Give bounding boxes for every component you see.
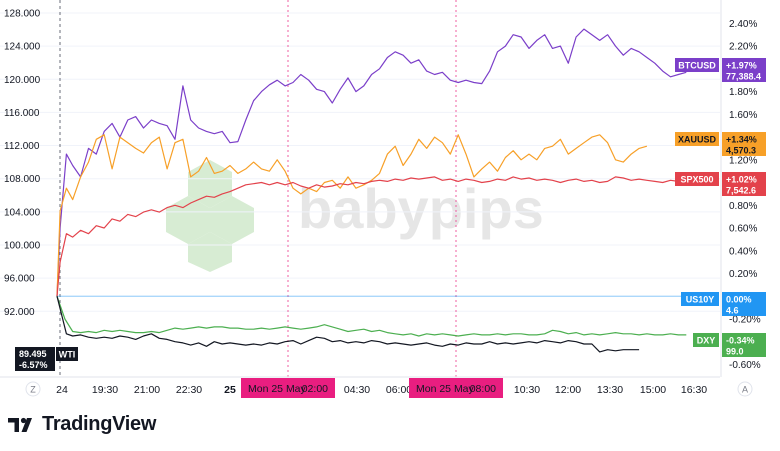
left-tick-label: 108.000 xyxy=(4,174,41,185)
x-tick-label: 22:30 xyxy=(176,384,202,396)
auto-scale-button-left[interactable]: Z xyxy=(25,381,41,397)
series-lines xyxy=(56,28,702,353)
badge-name-bg xyxy=(681,292,719,306)
right-tick-label: 0.60% xyxy=(729,224,757,235)
watermark-hexagon xyxy=(166,196,210,244)
x-tick-label: 24 xyxy=(56,384,68,396)
z-icon: Z xyxy=(30,385,36,395)
x-tick-label: 15:00 xyxy=(640,384,666,396)
badge-value-bg xyxy=(722,172,766,196)
series-line-wti xyxy=(56,296,640,353)
x-tick-label: 19:30 xyxy=(92,384,118,396)
badge-dxy: DXY -0.34%99.0 xyxy=(693,333,766,357)
badge-name-bg xyxy=(675,58,719,72)
series-price-badges: BTCUSD +1.97%77,388.4 XAUUSD +1.34%4,570.3 S… xyxy=(15,58,766,371)
right-tick-label: 0.40% xyxy=(729,246,757,257)
series-line-xauusd xyxy=(56,134,648,297)
x-tick-label: 21:00 xyxy=(134,384,160,396)
crosshair-lines xyxy=(59,0,457,377)
x-highlight-date: Mon 25 May xyxy=(248,383,307,395)
x-tick-label: 25 xyxy=(224,384,236,396)
chart-canvas: babypips 128.000 124.000 120.000 116.000 112… xyxy=(0,0,766,398)
left-tick-label: 120.000 xyxy=(4,75,41,86)
left-tick-label: 104.000 xyxy=(4,207,41,218)
badge-value-bg xyxy=(722,132,766,156)
badge-change: +1.97% xyxy=(726,61,757,71)
badge-name-bg xyxy=(675,132,719,146)
watermark-text: babypips xyxy=(298,177,544,240)
x-tick-label: 12:00 xyxy=(555,384,581,396)
a-icon: A xyxy=(742,385,748,395)
x-highlight-badge xyxy=(241,378,335,398)
left-tick-label: 112.000 xyxy=(4,141,40,152)
left-tick-label: 128.000 xyxy=(4,8,41,19)
badge-change: -0.34% xyxy=(726,336,755,346)
left-tick-label: 124.000 xyxy=(4,42,41,53)
badge-name: XAUUSD xyxy=(678,135,717,145)
badge-us10y: US10Y 0.00%4.6 xyxy=(681,292,766,316)
x-tick-label: 16:30 xyxy=(681,384,707,396)
left-axis: 128.000 124.000 120.000 116.000 112.000 108.0… xyxy=(4,8,41,317)
tradingview-logo-text: TradingView xyxy=(42,413,157,435)
badge-price: 4,570.3 xyxy=(726,146,756,156)
badge-change: +1.02% xyxy=(726,175,757,185)
badge-value-bg xyxy=(15,347,55,371)
badge-btcusd: BTCUSD +1.97%77,388.4 xyxy=(675,58,766,82)
badge-xauusd: XAUUSD +1.34%4,570.3 xyxy=(675,132,766,156)
badge-price: 4.6 xyxy=(726,306,739,316)
badge-price: 77,388.4 xyxy=(726,72,761,82)
badge-price: 89.495 xyxy=(19,349,47,359)
x-tick-label: 13:30 xyxy=(597,384,623,396)
badge-name: SPX500 xyxy=(680,175,713,185)
x-tick-label: 04:30 xyxy=(344,384,370,396)
left-tick-label: 92.000 xyxy=(4,307,35,318)
series-line-dxy xyxy=(56,296,687,337)
tradingview-logo-icon xyxy=(8,417,32,432)
badge-price: 7,542.6 xyxy=(726,186,756,196)
auto-scale-button-right[interactable]: A xyxy=(737,381,753,397)
x-highlight-time: 08:00 xyxy=(470,383,496,395)
watermark-hexagon xyxy=(210,196,254,244)
badge-wti: 89.495-6.57% WTI xyxy=(15,347,78,371)
series-line-btcusd xyxy=(56,28,687,297)
right-tick-label: 0.80% xyxy=(729,201,757,212)
badge-name: BTCUSD xyxy=(678,61,716,71)
badge-name-bg xyxy=(693,333,719,347)
right-tick-label: 1.60% xyxy=(729,110,757,121)
right-tick-label: 2.40% xyxy=(729,19,757,30)
x-highlight-time: 02:00 xyxy=(302,383,328,395)
badge-value-bg xyxy=(722,58,766,82)
left-tick-label: 100.000 xyxy=(4,240,41,251)
right-tick-label: 1.80% xyxy=(729,87,757,98)
badge-change: +1.34% xyxy=(726,135,757,145)
badge-name-bg xyxy=(56,347,78,361)
series-line-spx500 xyxy=(56,176,695,297)
right-tick-label: 0.20% xyxy=(729,269,757,280)
badge-name: WTI xyxy=(59,350,76,360)
right-tick-label: -0.60% xyxy=(729,360,761,371)
left-tick-label: 96.000 xyxy=(4,274,35,285)
badge-change: 0.00% xyxy=(726,295,752,305)
watermark-hexagon xyxy=(188,232,232,272)
tradingview-logo[interactable]: TradingView xyxy=(8,413,156,436)
left-tick-label: 116.000 xyxy=(4,108,40,119)
x-highlight-date: Mon 25 May xyxy=(416,383,475,395)
x-highlight-badge xyxy=(409,378,503,398)
x-tick-label: 06:00 xyxy=(386,384,412,396)
right-tick-label: -0.20% xyxy=(729,314,761,325)
x-tick-label: 10:30 xyxy=(514,384,540,396)
badge-name: DXY xyxy=(697,336,716,346)
right-tick-label: 1.20% xyxy=(729,155,757,166)
x-axis[interactable]: 24 19:30 21:00 22:30 25 04:30 06:00 10:30 12:00 1… xyxy=(56,384,707,396)
badge-value-bg xyxy=(722,292,766,316)
badge-name-bg xyxy=(675,172,719,186)
badge-change: -6.57% xyxy=(19,360,48,370)
right-tick-label: 2.20% xyxy=(729,42,757,53)
chart-grid xyxy=(0,12,720,312)
badge-spx500: SPX500 +1.02%7,542.6 xyxy=(675,172,766,196)
badge-name: US10Y xyxy=(686,295,715,305)
badge-price: 99.0 xyxy=(726,347,744,357)
badge-value-bg xyxy=(722,333,766,357)
